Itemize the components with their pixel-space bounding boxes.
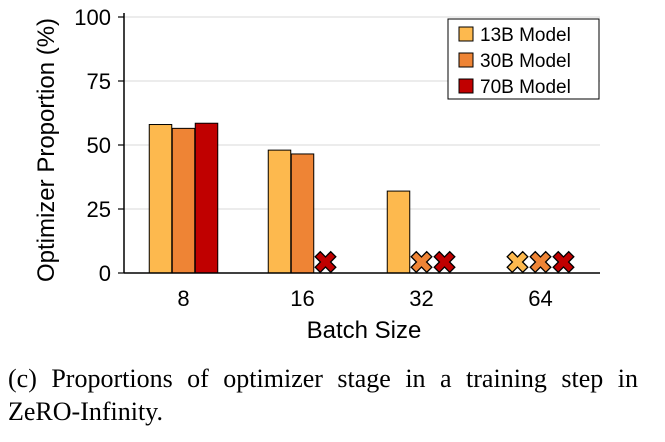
bar-chart: 0 25 50 75 100 8 16 32 64 Batch Size Optimizer Pro… [33, 5, 600, 344]
x-tick-label: 32 [409, 286, 433, 311]
missing-markers [314, 250, 575, 274]
y-tick-label: 50 [87, 133, 111, 158]
y-tick-label: 75 [87, 69, 111, 94]
legend-swatch [458, 26, 474, 42]
legend-swatch [458, 78, 474, 94]
x-tick-label: 8 [177, 286, 189, 311]
bar [290, 153, 315, 274]
bars [148, 122, 411, 274]
bar [171, 127, 196, 274]
x-axis-title: Batch Size [307, 317, 422, 344]
bar [194, 122, 219, 274]
legend-label: 30B Model [480, 51, 571, 72]
legend-swatch [458, 52, 474, 68]
bar [386, 190, 411, 274]
bar [148, 124, 173, 274]
legend-label: 70B Model [480, 77, 571, 98]
legend-label: 13B Model [480, 25, 571, 46]
bar [267, 149, 292, 274]
legend: 13B Model 30B Model 70B Model [447, 18, 600, 100]
y-tick-label: 0 [99, 261, 111, 286]
axes: 0 25 50 75 100 8 16 32 64 Batch Size Optimizer Pro… [33, 5, 600, 344]
x-tick-label: 16 [290, 286, 314, 311]
y-tick-label: 25 [87, 197, 111, 222]
y-axis-title: Optimizer Proportion (%) [33, 18, 60, 282]
y-tick-label: 100 [74, 5, 111, 30]
figure-caption: (c) Proportions of optimizer stage in a … [8, 364, 638, 426]
x-tick-label: 64 [528, 286, 552, 311]
